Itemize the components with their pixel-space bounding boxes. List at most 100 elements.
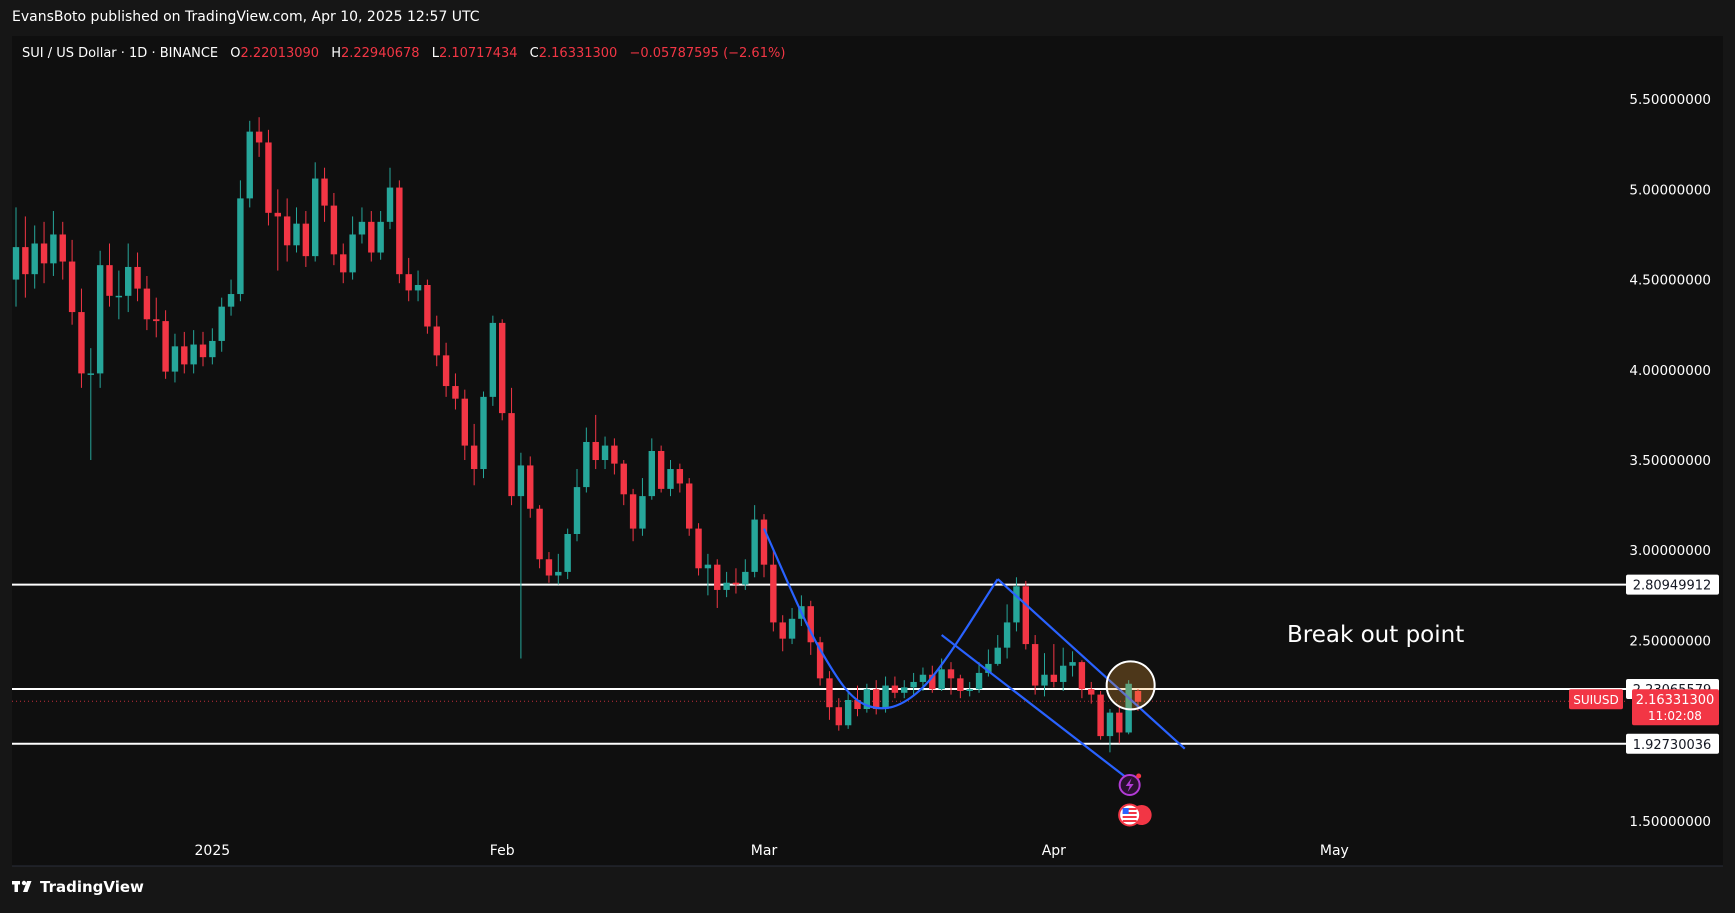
candle-body [657,451,665,489]
candle-body [966,689,973,691]
candle-body [452,386,459,399]
symbol-tag-box[interactable] [1569,689,1623,710]
lightning-glyph [1125,778,1134,792]
flag-stripe [1122,808,1137,810]
candle-body [386,187,394,222]
last-price-label: 2.16331300 [1636,693,1715,708]
candle-body [723,582,730,590]
candle-body [302,223,310,257]
candle-body [50,234,57,264]
legend-close: 2.16331300 [539,46,618,61]
candle-body [573,487,581,534]
candle-body [667,469,674,489]
candle-body [424,285,431,327]
x-tick-label: May [1320,843,1349,859]
y-tick-label: 3.00000000 [1629,543,1711,559]
breakout-circle[interactable] [1105,660,1156,711]
candle-body [704,564,712,569]
candle-body [676,469,684,484]
candle-body [1088,689,1095,695]
publisher-text: EvansBoto published on TradingView.com, … [12,9,480,25]
candle-body [59,234,66,262]
candle-body [106,265,113,296]
trendline[interactable] [997,578,1186,750]
candle-body [283,216,291,246]
tradingview-logo[interactable]: TradingView [12,878,144,896]
candle-body [125,266,132,296]
candle-body [957,678,964,691]
legend-low: 2.10717434 [439,46,518,61]
candle-body [1097,694,1104,737]
level-price-label: 2.80949912 [1633,579,1712,594]
candle-body [882,685,889,710]
candle-body [910,681,917,688]
candle-body [611,445,618,464]
candle-body [929,674,936,690]
candle-body [583,441,590,488]
candle-body [1050,674,1058,682]
ohlc-legend: SUI / US Dollar · 1D · BINANCE O2.220130… [22,46,785,61]
legend-high-label: H [331,46,341,61]
candle-body [1134,690,1142,702]
x-tick-label: Feb [490,843,515,859]
last-price-box[interactable] [1632,689,1719,726]
tradingview-logo-icon [12,880,32,892]
candle-body [321,178,328,206]
candle-body [199,344,207,358]
candle-body [12,247,20,280]
candle-body [461,398,468,446]
legend-open: 2.22013090 [240,46,319,61]
candle-body [891,685,899,693]
candle-body [1078,662,1086,690]
candle-body [340,254,347,273]
candle-body [1106,712,1114,737]
candle-body [601,445,609,461]
candle-body [153,319,160,322]
candle-body [40,243,48,264]
lightning-event-icon[interactable] [1118,773,1142,796]
candle-body [826,678,833,708]
drawings[interactable] [763,528,1186,827]
candle-body [527,465,534,509]
trendline[interactable] [940,634,1130,781]
candle-body [396,187,403,275]
candle-body [629,494,637,529]
event-dot [1136,773,1142,779]
candle-body [695,528,702,569]
candle-body [227,294,235,307]
legend-low-label: L [432,46,440,61]
candle-body [171,346,179,372]
candle-body [770,564,777,623]
candle-body [265,142,272,213]
price-axis[interactable]: 1.50000000 2.50000000 3.00000000 3.50000000… [1569,92,1719,830]
candle-body [536,508,543,560]
candle-body [816,642,824,679]
candle-body [620,463,627,495]
candle-body [470,445,478,470]
y-tick-label: 2.50000000 [1629,633,1711,649]
level-price-label: 1.92730036 [1633,738,1712,753]
level-price-box[interactable] [1626,733,1719,754]
candle-body [873,689,880,710]
candle-body [1041,674,1048,686]
y-tick-label: 5.00000000 [1629,182,1711,198]
candle-body [181,346,188,365]
candle-body [134,266,141,289]
candle-body [517,465,525,497]
cup-curve[interactable] [763,528,999,710]
time-axis[interactable]: 2025 Feb Mar Apr May [195,843,1349,859]
tradingview-brand-text: TradingView [40,878,144,896]
horizontal-levels[interactable] [12,583,1626,745]
candle-body [1013,586,1020,623]
level-price-box[interactable] [1626,574,1719,595]
candle-body [564,534,571,572]
breakout-annotation[interactable]: Break out point [1287,622,1464,648]
candle-body [442,355,450,387]
flag-stripe [1122,816,1137,818]
us-flag-event-icon[interactable] [1118,803,1152,827]
candle-body [1003,622,1011,648]
candle-body [190,344,197,365]
candle-body [807,606,814,643]
